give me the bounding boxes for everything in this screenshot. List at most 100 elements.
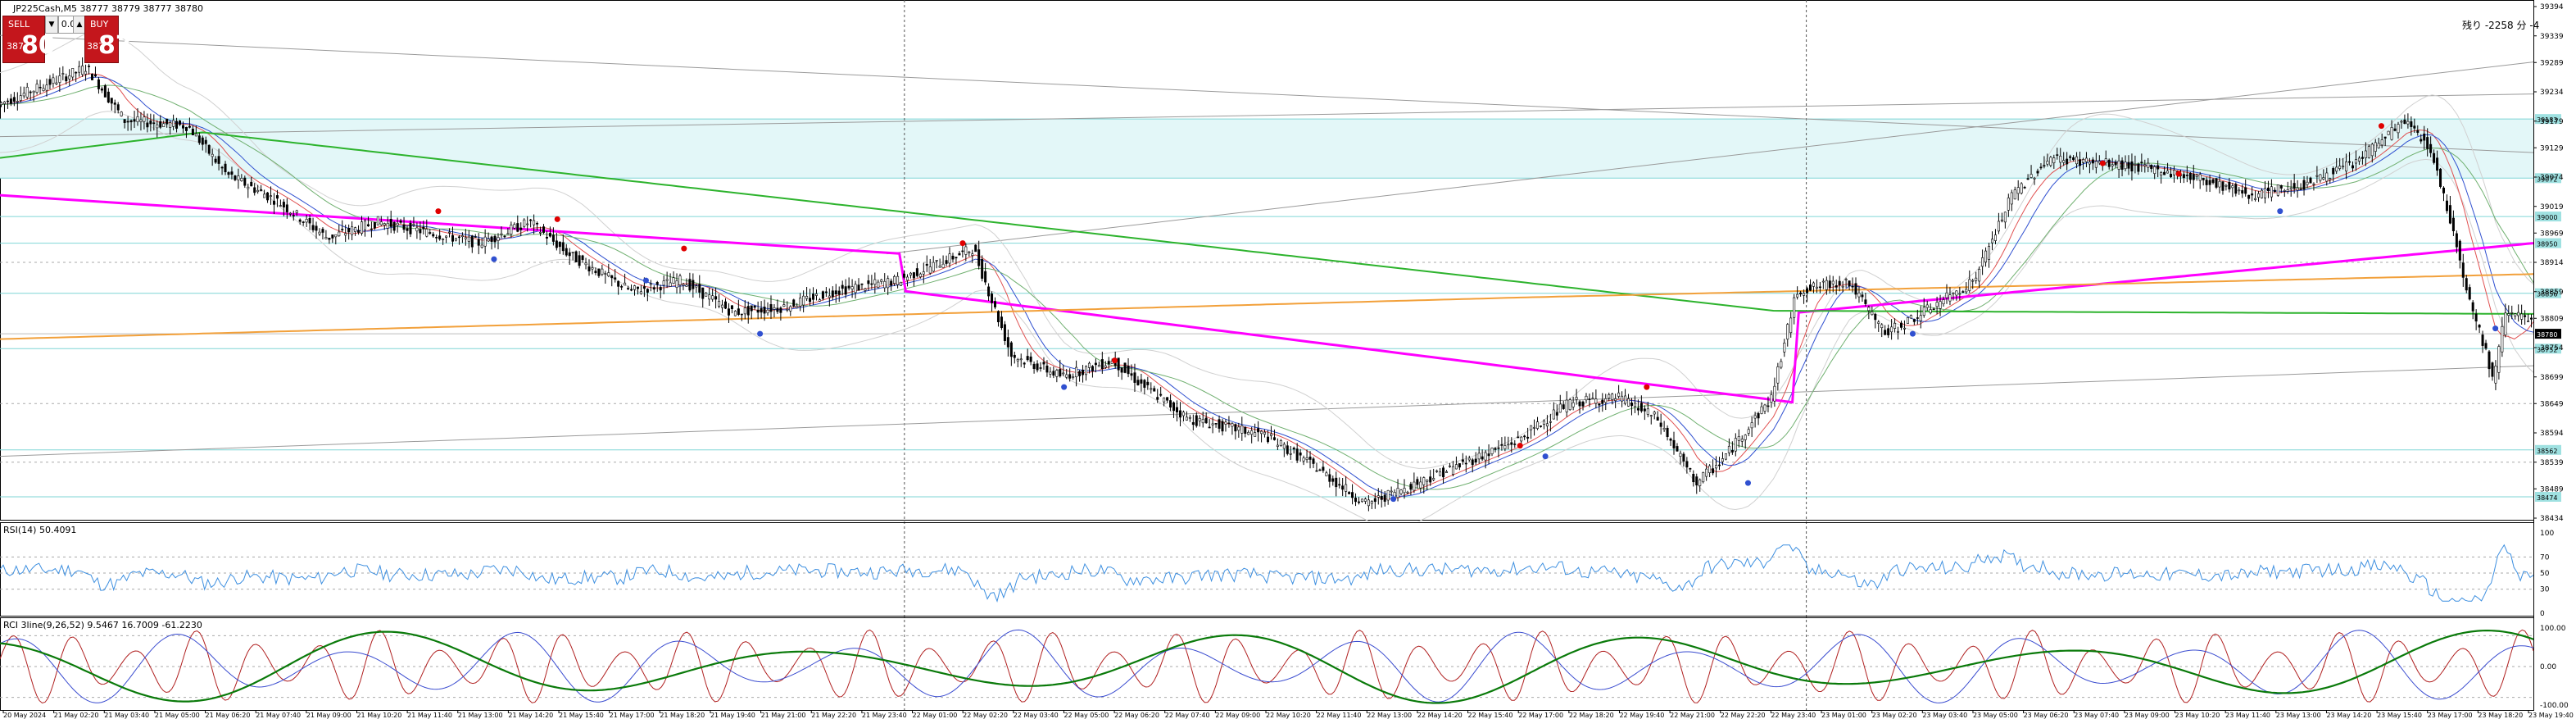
candle-body — [1328, 474, 1331, 482]
candle-body — [1016, 359, 1019, 362]
candle-body — [1568, 399, 1571, 411]
candle-body — [1100, 359, 1104, 370]
candle-body — [2192, 174, 2195, 180]
candle-body — [75, 71, 78, 74]
sell-label: SELL — [8, 19, 30, 30]
candle-body — [733, 311, 737, 316]
candle-body — [2211, 179, 2215, 184]
candle-body — [1357, 501, 1360, 503]
candle-body — [2377, 143, 2380, 148]
candle-body — [893, 275, 896, 284]
candle-body — [2241, 190, 2244, 193]
candle-body — [1825, 280, 1828, 290]
candle-body — [2461, 262, 2465, 278]
candle-body — [1552, 409, 1555, 420]
candle-body — [1685, 461, 1689, 468]
candle-body — [1646, 408, 1649, 415]
candle-body — [1036, 363, 1039, 371]
candle-body — [2261, 189, 2264, 198]
candle-body — [136, 116, 139, 122]
candle-body — [179, 121, 182, 125]
candle-body — [2397, 124, 2400, 134]
candle-body — [873, 279, 877, 284]
candle-body — [1799, 292, 1803, 295]
chart-header: JP225Cash,M5 38777 38779 38777 38780 — [13, 3, 203, 14]
candle-body — [2188, 172, 2192, 180]
candle-body — [71, 68, 75, 78]
candle-body — [1082, 369, 1085, 375]
candle-body — [1023, 362, 1026, 365]
candle-body — [2439, 168, 2442, 187]
candle-body — [1267, 436, 1270, 443]
candle-body — [220, 166, 224, 169]
candle-body — [900, 281, 903, 286]
x-tick-label: 22 May 13:00 — [1367, 712, 1412, 719]
candle-body — [2497, 346, 2501, 373]
candle-body — [1432, 478, 1435, 480]
candle-body — [2056, 154, 2059, 156]
candle-body — [1861, 294, 1864, 298]
candle-body — [2202, 177, 2205, 180]
candle-body — [558, 241, 561, 248]
candle-body — [1682, 453, 1685, 462]
candle-body — [1909, 315, 1912, 319]
candle-body — [389, 218, 392, 227]
candle-body — [958, 253, 961, 256]
candle-body — [610, 275, 614, 279]
candle-body — [1747, 429, 1750, 434]
sell-button[interactable]: SELL 387 80 — [2, 16, 56, 63]
y-tick-label: 38859 — [2540, 289, 2564, 297]
candle-body — [2345, 162, 2348, 172]
candle-body — [383, 223, 386, 225]
candle-body — [2120, 160, 2124, 170]
candle-body — [1247, 431, 1250, 435]
candle-body — [2000, 219, 2003, 221]
candle-body — [315, 225, 318, 231]
candle-body — [1760, 406, 1763, 414]
candle-body — [116, 104, 120, 111]
candle-body — [2130, 161, 2134, 172]
lot-decrease-button[interactable]: ▼ — [45, 16, 58, 34]
candle-body — [1997, 221, 2000, 232]
candle-body — [2221, 181, 2225, 191]
candle-body — [2322, 177, 2325, 180]
ma-orange — [0, 273, 2533, 340]
candle-body — [2228, 181, 2231, 189]
signal-dot — [1517, 443, 1523, 449]
candle-body — [1773, 385, 1776, 402]
candle-body — [1380, 495, 1383, 500]
candle-body — [2354, 159, 2357, 164]
candle-body — [2474, 313, 2478, 322]
candle-body — [1042, 362, 1045, 365]
x-tick-label: 21 May 22:20 — [811, 712, 856, 719]
candle-body — [1874, 313, 1877, 321]
candle-body — [285, 204, 288, 212]
candle-body — [1367, 499, 1370, 507]
buy-button[interactable]: BUY 387 87 — [84, 16, 133, 63]
candle-body — [2273, 189, 2276, 193]
candle-body — [2137, 163, 2140, 172]
candle-body — [964, 246, 968, 255]
candle-body — [1727, 445, 1730, 453]
candle-body — [2465, 278, 2468, 291]
level-price-label: 39000 — [2537, 214, 2557, 221]
candle-body — [519, 227, 523, 230]
candle-body — [1611, 394, 1614, 400]
bollinger-lower — [0, 111, 2533, 521]
candle-body — [2429, 143, 2433, 153]
candle-body — [1712, 468, 1715, 474]
candle-body — [1621, 395, 1624, 402]
rci-level-label: 100.00 — [2540, 625, 2566, 633]
candle-body — [419, 229, 422, 234]
candle-body — [1065, 374, 1068, 378]
candle-body — [1786, 324, 1789, 340]
level-price-box — [2535, 114, 2561, 125]
candle-body — [1679, 453, 1682, 457]
candle-body — [1403, 488, 1406, 494]
candle-body — [1922, 307, 1925, 316]
rsi-label: RSI(14) 50.4091 — [3, 525, 77, 535]
candle-body — [2033, 177, 2036, 180]
candle-body — [624, 282, 627, 286]
candle-body — [1948, 294, 1952, 302]
